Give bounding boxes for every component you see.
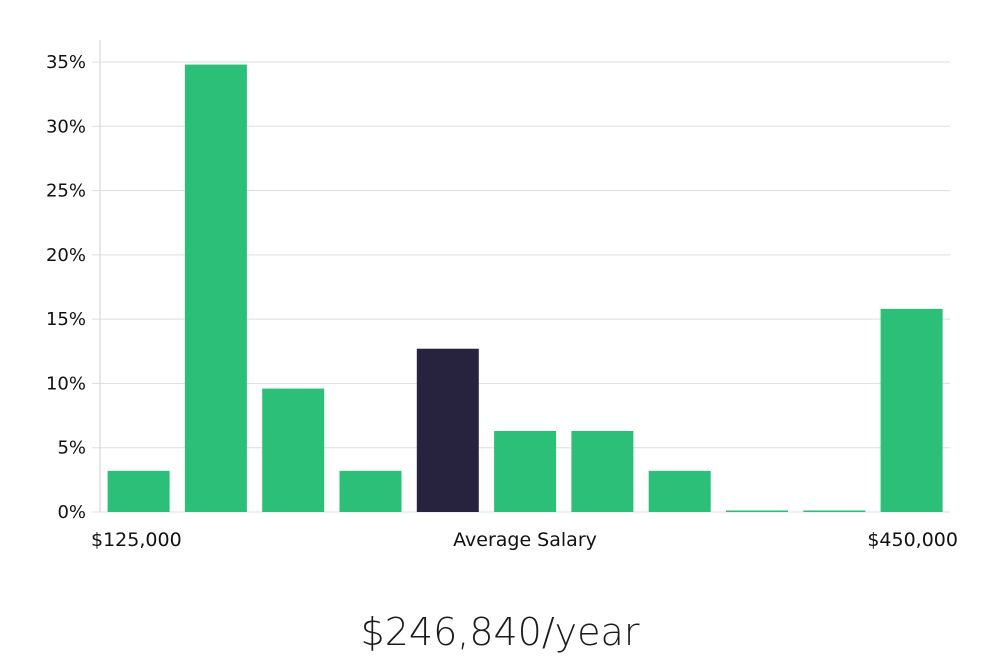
y-tick-label: 15% — [46, 309, 86, 330]
y-tick-label: 35% — [46, 52, 86, 73]
x-label-max: $450,000 — [867, 529, 958, 551]
bar-highlight — [416, 348, 479, 512]
bar — [107, 470, 170, 512]
y-tick-label: 10% — [46, 373, 86, 394]
bar — [184, 64, 247, 513]
bar — [880, 308, 943, 512]
x-label-average: Average Salary — [453, 529, 597, 551]
bar — [262, 388, 325, 512]
bar — [726, 510, 788, 512]
y-tick-label: 25% — [46, 181, 86, 202]
y-tick-label: 20% — [46, 245, 86, 266]
salary-distribution-chart: 0% 5% 10% 15% 20% 25% 30% 35% — [46, 40, 950, 523]
bar — [648, 470, 711, 512]
bar — [339, 470, 402, 512]
bar — [803, 510, 866, 512]
bar — [571, 431, 634, 512]
y-tick-label: 30% — [46, 116, 86, 137]
x-label-min: $125,000 — [91, 529, 182, 551]
y-tick-label: 5% — [57, 438, 86, 459]
average-salary-value: $246,840/year — [360, 610, 640, 654]
bar — [494, 431, 557, 512]
y-tick-label: 0% — [57, 502, 86, 523]
